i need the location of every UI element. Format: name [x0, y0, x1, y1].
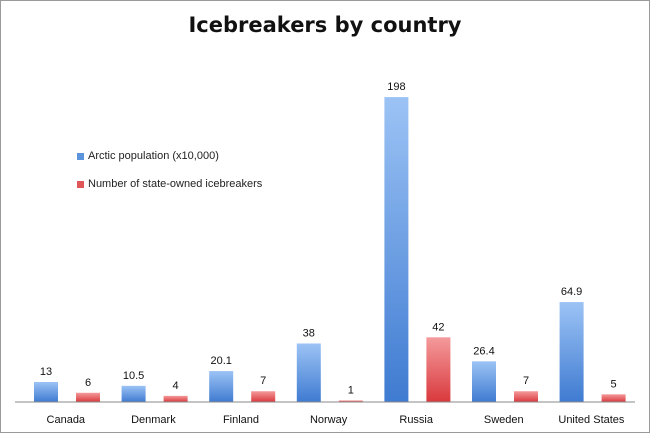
legend-swatch-red	[77, 180, 84, 188]
bars-layer	[34, 97, 626, 402]
legend-item-icebreakers: Number of state-owned icebreakers	[77, 178, 262, 190]
legend-label-population: Arctic population (x10,000)	[88, 150, 219, 162]
bar-icebreakers-united-states	[601, 394, 626, 402]
legend-item-population: Arctic population (x10,000)	[77, 150, 219, 162]
label-population-russia: 198	[387, 81, 405, 93]
x-tick-russia: Russia	[399, 414, 434, 426]
chart-title: Icebreakers by country	[188, 13, 462, 37]
labels-layer: 13 6 Canada 10.5 4 Denmark 20.1 7 Finland 38 1 Norw…	[40, 81, 625, 426]
label-icebreakers-norway: 1	[348, 384, 354, 396]
bar-icebreakers-russia	[426, 337, 451, 402]
x-tick-norway: Norway	[310, 414, 348, 426]
bar-icebreakers-finland	[251, 391, 276, 402]
bar-population-united-states	[559, 302, 584, 402]
label-icebreakers-united-states: 5	[611, 378, 617, 390]
x-tick-sweden: Sweden	[484, 414, 524, 426]
bar-population-norway	[296, 343, 321, 402]
label-icebreakers-sweden: 7	[523, 375, 529, 387]
bar-population-finland	[209, 371, 234, 402]
label-population-sweden: 26.4	[473, 345, 494, 357]
bar-icebreakers-canada	[76, 392, 100, 402]
label-icebreakers-denmark: 4	[173, 380, 179, 392]
bar-population-denmark	[121, 385, 146, 402]
bar-population-sweden	[472, 361, 496, 402]
bar-population-russia	[384, 97, 409, 402]
label-icebreakers-russia: 42	[432, 321, 444, 333]
label-icebreakers-finland: 7	[260, 375, 266, 387]
label-icebreakers-canada: 6	[85, 377, 91, 389]
bar-population-canada	[34, 381, 58, 402]
x-tick-united-states: United States	[558, 414, 625, 426]
bar-icebreakers-sweden	[514, 391, 538, 402]
x-tick-finland: Finland	[223, 414, 259, 426]
x-tick-canada: Canada	[47, 414, 86, 426]
x-tick-denmark: Denmark	[131, 414, 176, 426]
bar-icebreakers-denmark	[163, 395, 188, 402]
label-population-norway: 38	[303, 327, 315, 339]
label-population-united-states: 64.9	[561, 286, 582, 298]
label-population-finland: 20.1	[210, 355, 231, 367]
legend-label-icebreakers: Number of state-owned icebreakers	[88, 178, 263, 190]
bar-icebreakers-norway	[338, 400, 363, 402]
legend-swatch-blue	[77, 152, 84, 160]
label-population-denmark: 10.5	[123, 370, 144, 382]
label-population-canada: 13	[40, 366, 52, 378]
